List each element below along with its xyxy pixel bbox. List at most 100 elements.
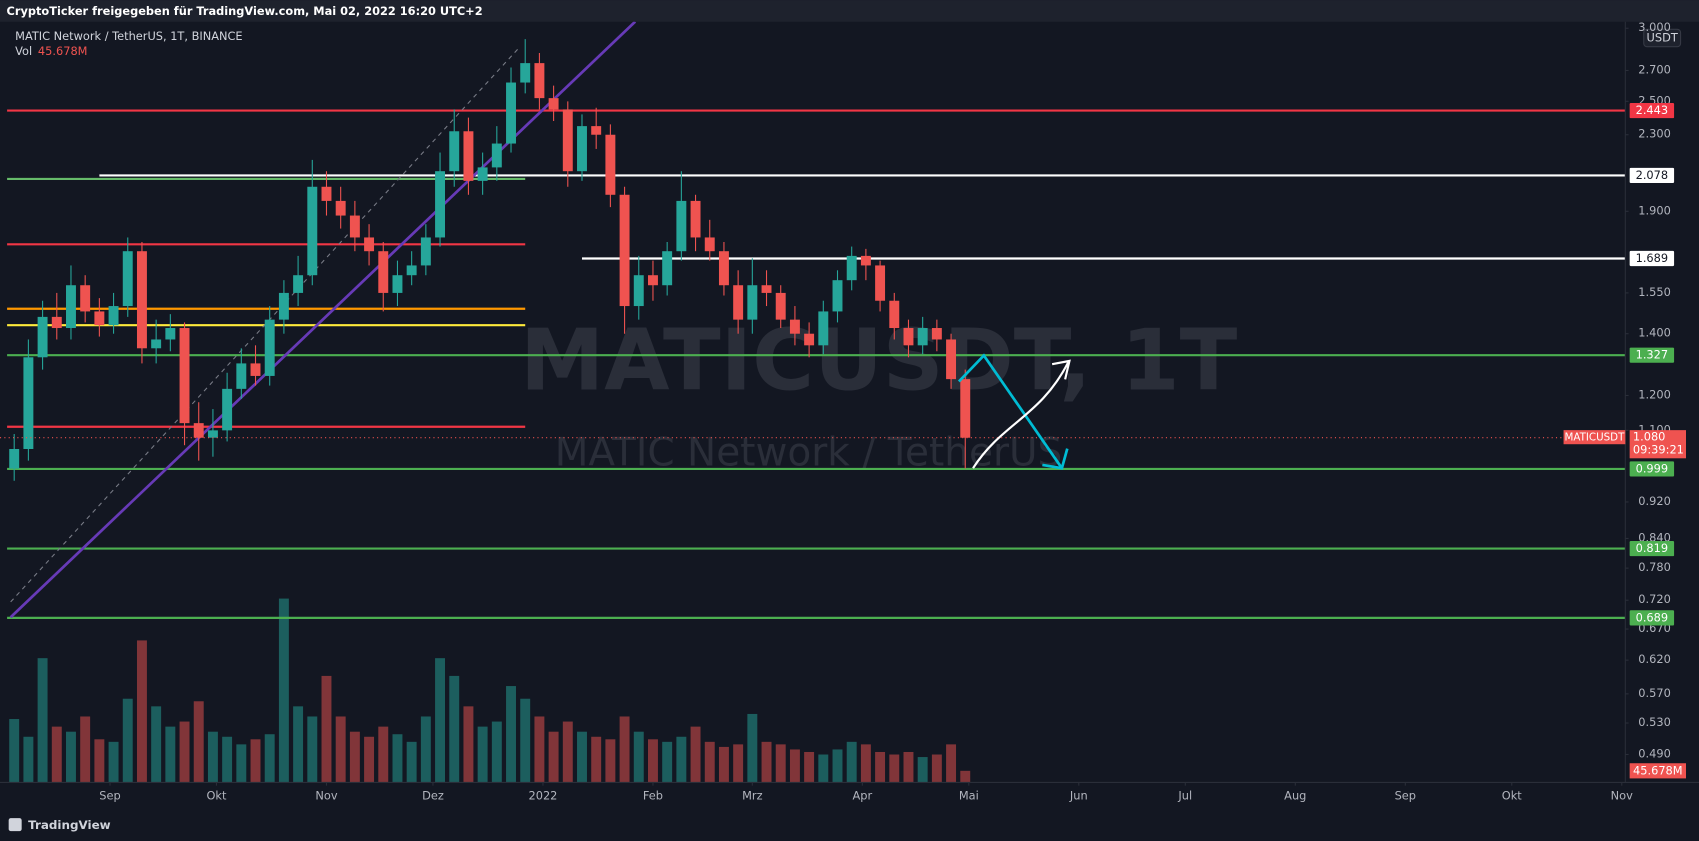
candle-body <box>151 339 162 349</box>
candle-body <box>293 275 304 293</box>
volume-bar <box>491 721 502 783</box>
level-label-box <box>1629 461 1675 477</box>
currency-button[interactable] <box>1643 28 1682 48</box>
candle-body <box>903 328 914 346</box>
volume-bar <box>207 731 218 783</box>
last-price-box <box>1629 430 1686 459</box>
volume-bar <box>520 698 531 783</box>
volume-bar <box>704 741 715 783</box>
candle-body <box>775 292 786 320</box>
level-label: 2.078 <box>1636 168 1669 182</box>
candle-body <box>548 98 559 110</box>
drawing-arrowhead <box>1051 359 1071 380</box>
y-tick-label: 1.200 <box>1638 387 1671 401</box>
volume-label-box <box>1629 763 1686 779</box>
volume-bar <box>94 739 105 783</box>
candle-body <box>633 275 644 307</box>
volume-bar <box>420 716 431 783</box>
y-tick-label: 0.780 <box>1638 560 1671 574</box>
volume-bar <box>676 736 687 783</box>
candle-body <box>321 186 332 201</box>
candle-body <box>136 251 147 349</box>
candle-body <box>477 167 488 181</box>
y-tick-label: 0.920 <box>1638 494 1671 508</box>
x-tick-label: Okt <box>1502 788 1523 802</box>
volume-bar <box>747 713 758 783</box>
x-tick-label: Okt <box>206 788 227 802</box>
volume-bar <box>9 719 20 783</box>
volume-bar <box>818 754 829 783</box>
volume-bar <box>662 741 673 783</box>
candle-body <box>761 285 772 293</box>
volume-bar <box>80 716 91 783</box>
candle-body <box>307 186 318 276</box>
volume-bar <box>463 706 474 783</box>
candle-body <box>747 285 758 320</box>
candle-body <box>108 306 119 326</box>
volume-bar <box>690 726 701 783</box>
volume-bar <box>605 739 616 783</box>
x-tick-label: Mai <box>959 788 979 802</box>
logo <box>8 818 22 832</box>
volume-bar <box>364 736 375 783</box>
candle-body <box>335 200 346 216</box>
candle-body <box>818 311 829 346</box>
volume-bar <box>122 698 133 783</box>
watermark-ticker: MATICUSDT, 1T <box>520 311 1238 409</box>
candle-body <box>647 275 658 286</box>
candle-body <box>491 143 502 168</box>
symbol-label-box <box>1563 430 1626 445</box>
candle-body <box>804 333 815 346</box>
candle-body <box>931 328 942 340</box>
candle-body <box>165 328 176 340</box>
x-tick-label: Jul <box>1177 788 1192 802</box>
candle-body <box>662 251 673 286</box>
symbol-info: MATIC Network / TetherUS, 1T, BINANCE <box>15 29 242 43</box>
candle-body <box>364 237 375 252</box>
currency-button-label[interactable]: USDT <box>1647 31 1678 45</box>
header-bar <box>0 0 1699 22</box>
level-label-box <box>1629 540 1675 557</box>
candle-body <box>66 285 76 329</box>
y-tick-label: 2.700 <box>1638 62 1671 76</box>
volume-bar <box>832 749 843 783</box>
volume-bar <box>577 731 587 783</box>
volume-label: 45.678M <box>1633 763 1683 777</box>
candle-body <box>875 265 886 301</box>
volume-bar <box>349 731 360 783</box>
x-tick-label: Nov <box>1611 788 1633 802</box>
candle-body <box>946 339 957 380</box>
y-tick-label: 3.000 <box>1638 20 1671 34</box>
level-label-box <box>1629 167 1675 184</box>
candle-body <box>960 379 971 438</box>
candle-body <box>832 280 843 312</box>
candle-body <box>51 316 62 329</box>
candle-body <box>420 237 431 266</box>
y-tick-label: 2.300 <box>1638 127 1671 141</box>
candle-body <box>789 319 800 334</box>
candle-body <box>179 328 190 424</box>
candle-body <box>860 255 871 266</box>
candle-body <box>349 215 360 238</box>
drawing-zigzag <box>957 353 1063 469</box>
candle-body <box>449 131 460 172</box>
x-tick-label: Nov <box>315 788 337 802</box>
volume-bar <box>406 741 417 783</box>
volume-bar <box>264 734 275 783</box>
level-label: 1.689 <box>1636 251 1669 265</box>
candle-body <box>236 363 247 389</box>
candle-body <box>207 430 218 438</box>
volume-bar <box>293 706 304 783</box>
candle-body <box>718 251 729 286</box>
x-tick-label: Dez <box>422 788 444 802</box>
candle-body <box>80 285 91 312</box>
candle-body <box>435 171 446 238</box>
candle-body <box>520 63 531 83</box>
y-tick-label: 0.620 <box>1638 652 1671 666</box>
candle-body <box>690 200 701 238</box>
volume-bar <box>875 751 886 783</box>
level-label-box <box>1629 102 1675 119</box>
volume-bar <box>903 751 914 783</box>
candle-body <box>733 285 744 320</box>
